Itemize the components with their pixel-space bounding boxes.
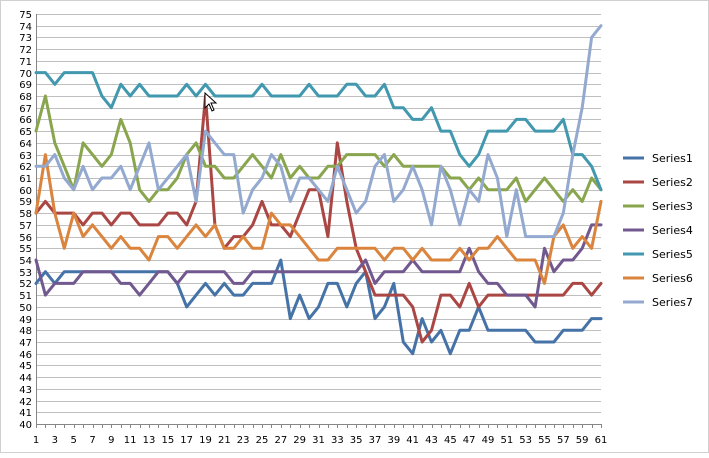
x-tick-label: 55 xyxy=(538,435,551,446)
series-line-series3 xyxy=(34,94,603,203)
y-tick-label: 75 xyxy=(19,10,32,21)
y-tick-label: 57 xyxy=(19,221,32,232)
series-line-series1 xyxy=(34,258,603,356)
y-tick-label: 43 xyxy=(19,385,32,396)
x-tick-label: 19 xyxy=(199,435,212,446)
y-tick-label: 60 xyxy=(19,186,32,197)
series-line-series7 xyxy=(34,24,603,239)
series-line-series6 xyxy=(34,153,603,285)
x-tick-label: 45 xyxy=(444,435,457,446)
y-tick-label: 42 xyxy=(19,397,32,408)
legend-label-series7: Series7 xyxy=(652,296,693,309)
y-tick-label: 70 xyxy=(19,69,32,80)
legend-label-series5: Series5 xyxy=(652,248,693,261)
x-tick-label: 17 xyxy=(180,435,193,446)
y-tick-label: 62 xyxy=(19,162,32,173)
y-tick-label: 46 xyxy=(19,350,32,361)
x-tick-label: 11 xyxy=(124,435,137,446)
y-tick-label: 71 xyxy=(19,57,32,68)
x-tick-label: 13 xyxy=(143,435,156,446)
y-tick-label: 54 xyxy=(19,256,32,267)
y-tick-label: 63 xyxy=(19,151,32,162)
x-tick-label: 31 xyxy=(312,435,325,446)
x-tick-label: 9 xyxy=(108,435,114,446)
legend-label-series6: Series6 xyxy=(652,272,693,285)
x-tick-label: 57 xyxy=(557,435,570,446)
series-line-series5 xyxy=(34,71,603,192)
legend: Series1 Series2 Series3 Series4 Series5 Serie… xyxy=(623,152,693,309)
y-tick-label: 48 xyxy=(19,326,32,337)
x-tick-label: 23 xyxy=(237,435,250,446)
x-tick-label: 21 xyxy=(218,435,231,446)
mouse-pointer-icon xyxy=(204,92,218,112)
series-lines xyxy=(34,24,603,356)
x-tick-label: 5 xyxy=(70,435,76,446)
y-tick-label: 69 xyxy=(19,80,32,91)
x-tick-label: 33 xyxy=(331,435,344,446)
legend-label-series1: Series1 xyxy=(652,152,693,165)
x-tick-label: 1 xyxy=(33,435,39,446)
x-tick-label: 27 xyxy=(274,435,287,446)
y-tick-label: 72 xyxy=(19,45,32,56)
y-tick-label: 59 xyxy=(19,197,32,208)
x-tick-label: 39 xyxy=(387,435,400,446)
y-tick-label: 51 xyxy=(19,291,32,302)
y-tick-label: 73 xyxy=(19,33,32,44)
x-tick-label: 29 xyxy=(293,435,306,446)
y-tick-label: 49 xyxy=(19,315,32,326)
y-tick-label: 68 xyxy=(19,92,32,103)
x-tick-label: 25 xyxy=(256,435,269,446)
y-tick-label: 61 xyxy=(19,174,32,185)
series-line-series4 xyxy=(34,223,603,309)
y-tick-label: 41 xyxy=(19,408,32,419)
y-tick-label: 47 xyxy=(19,338,32,349)
x-tick-label: 53 xyxy=(519,435,532,446)
y-tick-label: 55 xyxy=(19,244,32,255)
x-tick-label: 51 xyxy=(500,435,513,446)
y-tick-label: 64 xyxy=(19,139,32,150)
legend-label-series4: Series4 xyxy=(652,224,693,237)
axes: 4041424344454647484950515253545556575859… xyxy=(19,10,607,446)
y-tick-label: 53 xyxy=(19,268,32,279)
x-tick-label: 61 xyxy=(595,435,608,446)
y-tick-label: 58 xyxy=(19,209,32,220)
legend-label-series2: Series2 xyxy=(652,176,693,189)
y-tick-label: 56 xyxy=(19,233,32,244)
x-tick-label: 49 xyxy=(482,435,495,446)
y-tick-label: 65 xyxy=(19,127,32,138)
y-tick-label: 74 xyxy=(19,22,32,33)
y-tick-label: 45 xyxy=(19,361,32,372)
y-tick-label: 40 xyxy=(19,420,32,431)
x-tick-label: 37 xyxy=(369,435,382,446)
y-tick-label: 50 xyxy=(19,303,32,314)
x-tick-label: 7 xyxy=(89,435,95,446)
x-tick-label: 59 xyxy=(576,435,589,446)
x-tick-label: 35 xyxy=(350,435,363,446)
x-tick-label: 41 xyxy=(406,435,419,446)
y-tick-label: 44 xyxy=(19,373,32,384)
legend-label-series3: Series3 xyxy=(652,200,693,213)
x-tick-label: 43 xyxy=(425,435,438,446)
y-tick-label: 67 xyxy=(19,104,32,115)
x-tick-label: 15 xyxy=(161,435,174,446)
y-tick-label: 52 xyxy=(19,279,32,290)
x-tick-label: 3 xyxy=(52,435,58,446)
x-tick-label: 47 xyxy=(463,435,476,446)
y-tick-label: 66 xyxy=(19,115,32,126)
